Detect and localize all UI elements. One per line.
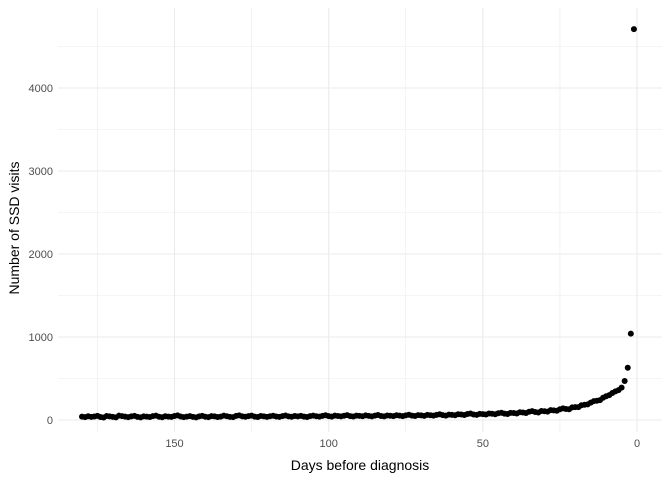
data-point (627, 330, 634, 337)
tick-labels: 150 100 50 0 0 1000 2000 3000 4000 (29, 83, 641, 450)
x-tick-label: 100 (319, 438, 337, 450)
data-point (618, 384, 625, 391)
y-axis-title: Number of SSD visits (6, 161, 22, 294)
y-tick-label: 4000 (29, 83, 53, 95)
grid-lines (58, 8, 662, 432)
y-tick-label: 0 (47, 415, 53, 427)
y-tick-label: 2000 (29, 249, 53, 261)
x-tick-label: 0 (634, 438, 640, 450)
data-point (624, 364, 631, 371)
x-tick-label: 150 (165, 438, 183, 450)
y-tick-label: 3000 (29, 166, 53, 178)
x-tick-label: 50 (477, 438, 489, 450)
data-point (630, 26, 637, 33)
data-points (79, 26, 637, 421)
y-tick-label: 1000 (29, 332, 53, 344)
x-axis-title: Days before diagnosis (291, 457, 430, 473)
data-point (621, 377, 628, 384)
